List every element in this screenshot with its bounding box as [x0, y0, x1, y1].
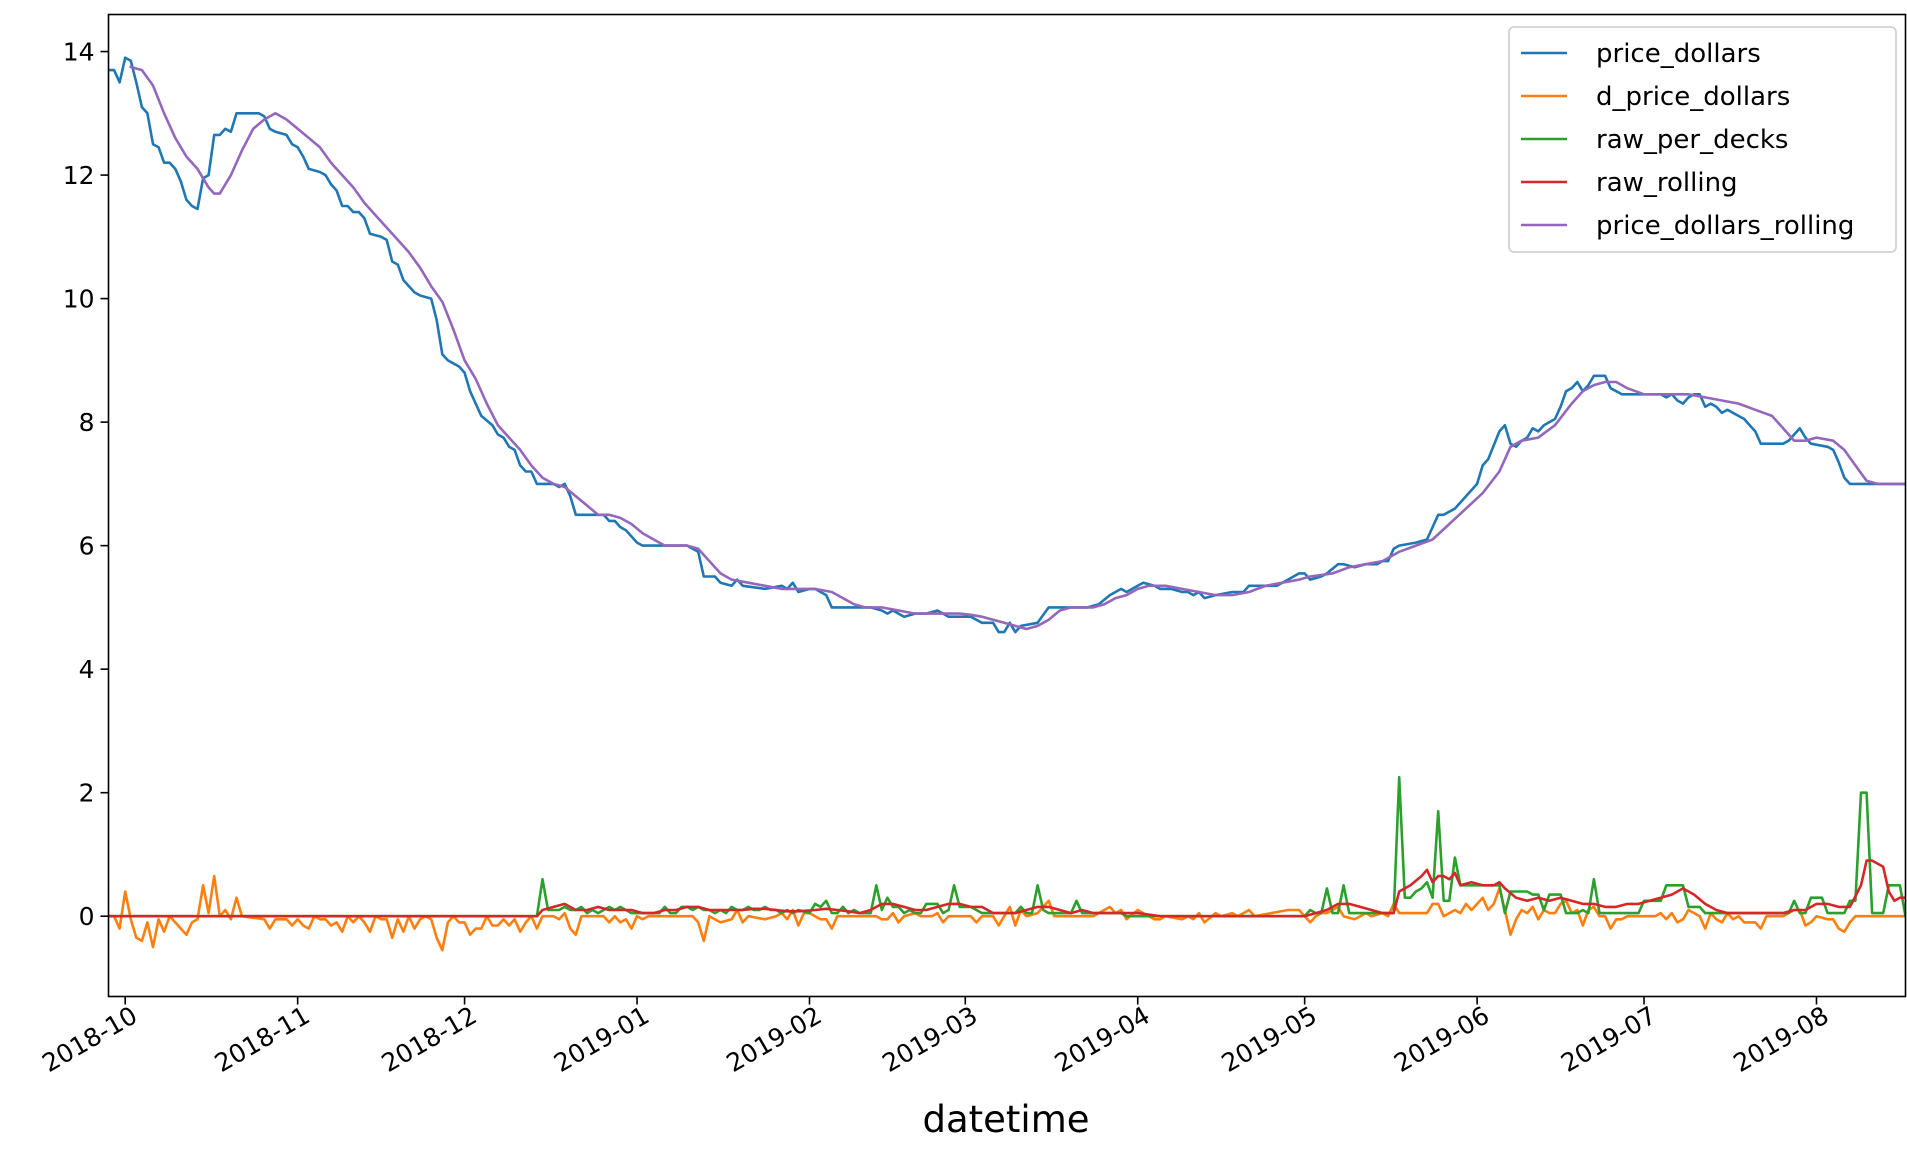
- series-line-price-dollars-rolling: [129, 65, 1906, 631]
- legend-label: raw_per_decks: [1596, 125, 1788, 155]
- legend-label: price_dollars: [1596, 39, 1761, 69]
- series-line-raw-rolling: [108, 859, 1906, 918]
- y-tick-label: 10: [63, 285, 95, 314]
- y-tick-label: 8: [79, 408, 95, 437]
- legend-label: d_price_dollars: [1596, 82, 1790, 112]
- y-tick-label: 12: [63, 161, 95, 190]
- y-tick-label: 0: [79, 902, 95, 931]
- y-tick-label: 2: [79, 779, 95, 808]
- legend: price_dollars d_price_dollars raw_per_deck…: [1508, 26, 1897, 253]
- legend-label: raw_rolling: [1596, 168, 1738, 198]
- series-line-d-price-dollars: [108, 874, 1906, 952]
- plot-lines: [108, 56, 1906, 952]
- y-tick-label: 14: [63, 38, 95, 67]
- y-tick-label: 4: [79, 655, 95, 684]
- y-tick-label: 6: [79, 532, 95, 561]
- legend-box: [1508, 26, 1897, 253]
- y-axis-ticks: 0 2 4 6 8 10 12 14: [63, 38, 109, 931]
- plot-frame: [107, 13, 1907, 998]
- x-axis-label: datetime: [922, 1098, 1089, 1141]
- legend-label: price_dollars_rolling: [1596, 211, 1854, 241]
- series-line-price-dollars: [108, 56, 1906, 634]
